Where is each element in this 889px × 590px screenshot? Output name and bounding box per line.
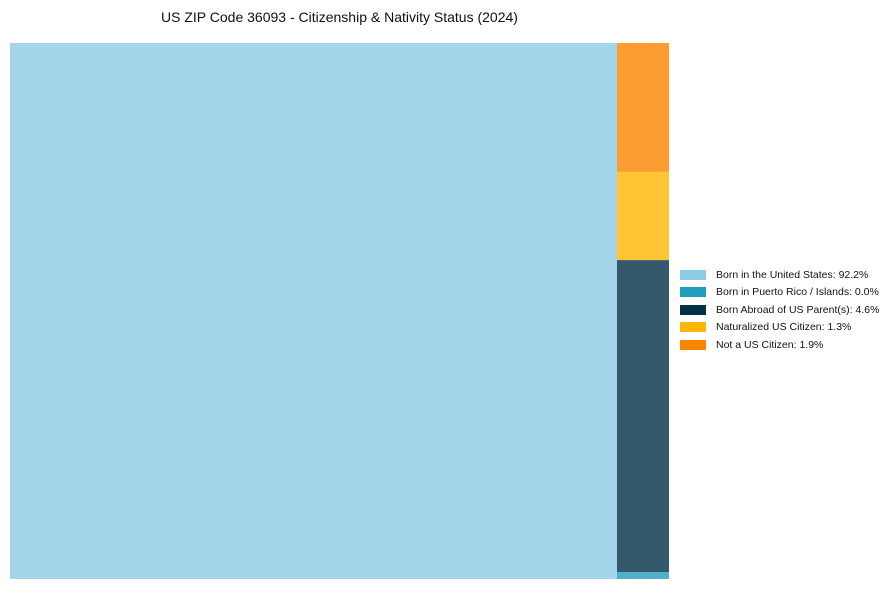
legend-swatch bbox=[680, 287, 706, 298]
legend-swatch bbox=[680, 322, 706, 333]
legend: Born in the United States: 92.2% Born in … bbox=[680, 266, 879, 354]
legend-label: Naturalized US Citizen: 1.3% bbox=[716, 321, 852, 334]
legend-item: Naturalized US Citizen: 1.3% bbox=[680, 319, 879, 337]
legend-label: Born in Puerto Rico / Islands: 0.0% bbox=[716, 286, 879, 299]
tile-naturalized-us-citizen bbox=[616, 171, 669, 261]
chart-title: US ZIP Code 36093 - Citizenship & Nativi… bbox=[161, 9, 518, 25]
tile-not-a-us-citizen bbox=[616, 43, 669, 172]
legend-swatch bbox=[680, 269, 706, 280]
legend-item: Born Abroad of US Parent(s): 4.6% bbox=[680, 301, 879, 319]
legend-item: Born in the United States: 92.2% bbox=[680, 266, 879, 284]
legend-label: Born in the United States: 92.2% bbox=[716, 268, 869, 281]
legend-label: Born Abroad of US Parent(s): 4.6% bbox=[716, 303, 880, 316]
legend-swatch bbox=[680, 339, 706, 350]
legend-item: Not a US Citizen: 1.9% bbox=[680, 336, 879, 354]
legend-swatch bbox=[680, 304, 706, 315]
tile-born-abroad-of-us-parent-s- bbox=[616, 260, 669, 573]
tile-born-in-the-united-states bbox=[10, 43, 617, 579]
legend-label: Not a US Citizen: 1.9% bbox=[716, 338, 824, 351]
tile-born-in-puerto-rico-islands bbox=[616, 572, 669, 579]
legend-item: Born in Puerto Rico / Islands: 0.0% bbox=[680, 284, 879, 302]
